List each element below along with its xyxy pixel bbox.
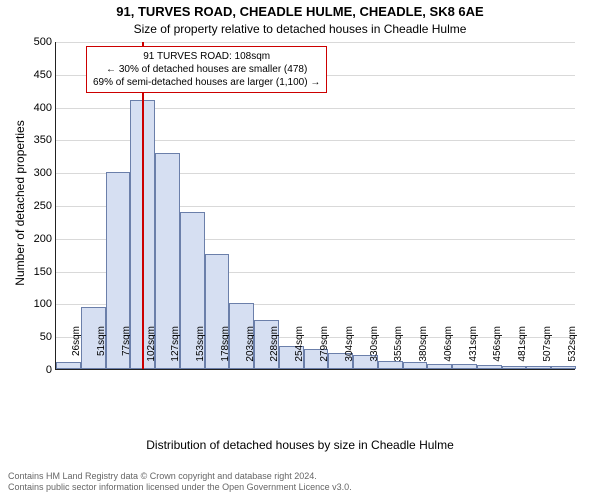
y-tick-label: 300 xyxy=(34,167,52,179)
y-tick-label: 400 xyxy=(34,102,52,114)
y-tick-label: 100 xyxy=(34,298,52,310)
chart-title-sub: Size of property relative to detached ho… xyxy=(0,22,600,36)
x-axis-title: Distribution of detached houses by size … xyxy=(0,438,600,452)
chart-container: 91, TURVES ROAD, CHEADLE HULME, CHEADLE,… xyxy=(0,0,600,500)
y-axis-label: Number of detached properties xyxy=(13,103,27,303)
annotation-line: 69% of semi-detached houses are larger (… xyxy=(93,76,320,89)
footer-line-1: Contains HM Land Registry data © Crown c… xyxy=(8,471,592,483)
annotation-line: ← 30% of detached houses are smaller (47… xyxy=(93,63,320,76)
footer-line-2: Contains public sector information licen… xyxy=(8,482,592,494)
y-tick-label: 450 xyxy=(34,69,52,81)
y-tick-label: 50 xyxy=(40,331,52,343)
annotation-line: 91 TURVES ROAD: 108sqm xyxy=(93,50,320,63)
y-tick-label: 250 xyxy=(34,200,52,212)
gridline xyxy=(56,42,575,43)
y-tick-label: 0 xyxy=(46,364,52,376)
y-tick-label: 150 xyxy=(34,266,52,278)
y-tick-label: 350 xyxy=(34,134,52,146)
annotation-box: 91 TURVES ROAD: 108sqm← 30% of detached … xyxy=(86,46,327,93)
plot-area: 05010015020025030035040045050026sqm51sqm… xyxy=(55,42,575,370)
chart-title-main: 91, TURVES ROAD, CHEADLE HULME, CHEADLE,… xyxy=(0,4,600,19)
y-tick-label: 500 xyxy=(34,36,52,48)
y-tick-label: 200 xyxy=(34,233,52,245)
footer-attribution: Contains HM Land Registry data © Crown c… xyxy=(8,471,592,494)
x-tick-label: 532sqm xyxy=(567,326,578,376)
